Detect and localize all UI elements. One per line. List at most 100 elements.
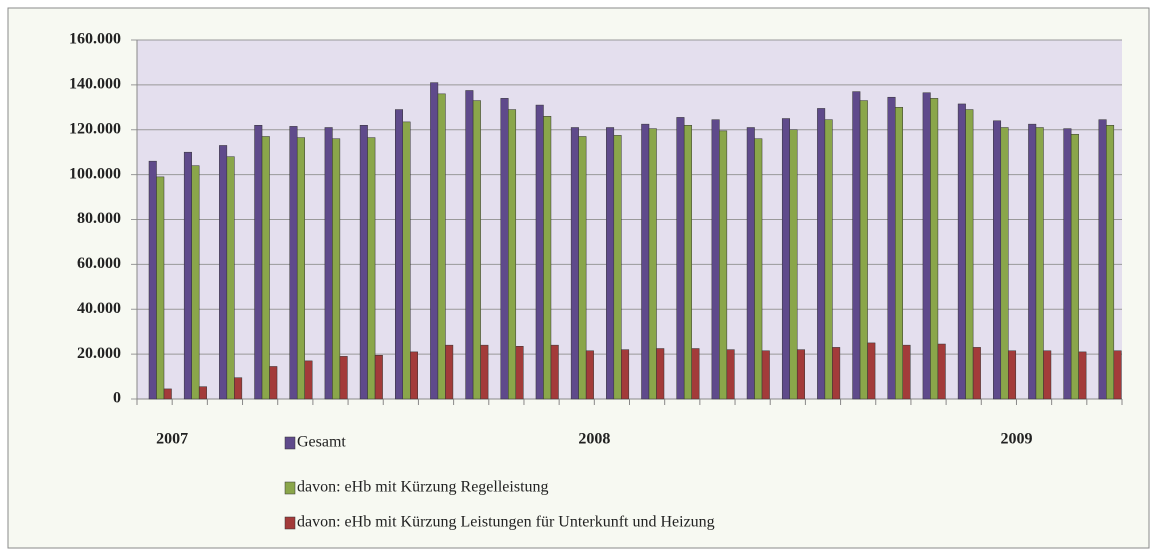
bar (191, 165, 200, 400)
bar (445, 344, 454, 400)
bar (902, 344, 911, 400)
legend-label: Gesamt (297, 434, 346, 451)
bar (359, 125, 368, 400)
y-tick-label: 0 (113, 390, 121, 407)
bar (1106, 125, 1115, 400)
bar (219, 145, 228, 400)
bar (163, 388, 172, 400)
bar (374, 354, 383, 400)
bar (296, 137, 305, 400)
bar (324, 127, 333, 400)
bar (972, 347, 981, 400)
bar (887, 96, 896, 400)
bar (465, 90, 474, 400)
y-tick-label: 20.000 (77, 345, 121, 362)
bar (269, 366, 278, 400)
bar (472, 100, 481, 400)
y-tick-label: 40.000 (77, 300, 121, 317)
legend-label: davon: eHb mit Kürzung Leistungen für Un… (297, 514, 715, 531)
bar (817, 108, 826, 400)
bar (613, 135, 622, 400)
x-tick-label: 2007 (156, 431, 188, 448)
bar (585, 350, 594, 400)
bar (543, 116, 552, 400)
bar (234, 377, 243, 400)
bar (289, 126, 298, 400)
bar (1070, 133, 1079, 400)
y-tick-label: 140.000 (69, 76, 121, 93)
y-tick-label: 160.000 (69, 31, 121, 48)
bar (226, 156, 235, 400)
bar (746, 127, 755, 400)
bar (1098, 119, 1107, 400)
bar (641, 123, 650, 400)
bar (832, 347, 841, 400)
bar (1063, 128, 1072, 400)
bar (339, 356, 348, 400)
bar (367, 137, 376, 400)
bar (1043, 350, 1052, 400)
bar (726, 349, 735, 400)
bar (824, 119, 833, 400)
bar (965, 109, 974, 400)
bar (578, 136, 587, 400)
bar (621, 349, 630, 400)
bar (754, 138, 763, 400)
bar (500, 98, 509, 400)
bar (1000, 127, 1009, 400)
x-tick-label: 2008 (578, 431, 610, 448)
bar (895, 107, 903, 400)
bar (437, 93, 446, 400)
y-tick-label: 100.000 (69, 165, 121, 182)
bar (691, 348, 700, 400)
bar (859, 100, 868, 400)
bar (796, 349, 805, 400)
bar (957, 103, 966, 400)
bar (867, 342, 876, 400)
legend-swatch (284, 516, 296, 530)
bar (606, 127, 615, 400)
bar (852, 91, 861, 400)
bar (254, 125, 263, 400)
bar (410, 351, 418, 400)
y-tick-label: 120.000 (69, 120, 121, 137)
bar (1078, 351, 1087, 400)
legend-swatch (284, 436, 296, 450)
y-tick-label: 80.000 (77, 210, 121, 227)
bar (304, 360, 313, 400)
bar (930, 98, 939, 400)
legend-swatch (284, 481, 296, 495)
bar (648, 128, 657, 400)
bar (550, 344, 559, 400)
bar (535, 104, 544, 400)
bar (781, 118, 790, 400)
bar (430, 82, 439, 400)
bar (676, 117, 685, 400)
bar (993, 120, 1002, 400)
bar (1113, 350, 1122, 400)
bar (719, 130, 728, 400)
bar (508, 109, 517, 400)
bar (183, 151, 192, 400)
bar (148, 160, 157, 400)
bar (683, 125, 692, 400)
bar (515, 346, 524, 400)
x-tick-label: 2009 (1000, 431, 1032, 448)
bar (711, 119, 720, 400)
bar (761, 350, 770, 400)
bar (1008, 350, 1017, 400)
legend-label: davon: eHb mit Kürzung Regelleistung (297, 479, 549, 496)
bar (332, 138, 341, 400)
bar (395, 109, 403, 400)
bar (261, 136, 270, 400)
bar (402, 121, 411, 400)
bar (656, 348, 665, 400)
bar (937, 343, 946, 400)
bar (1035, 127, 1044, 400)
y-tick-label: 60.000 (77, 255, 121, 272)
bar (198, 386, 207, 400)
bar (480, 344, 489, 400)
bar (1028, 123, 1037, 400)
bar (570, 127, 579, 400)
